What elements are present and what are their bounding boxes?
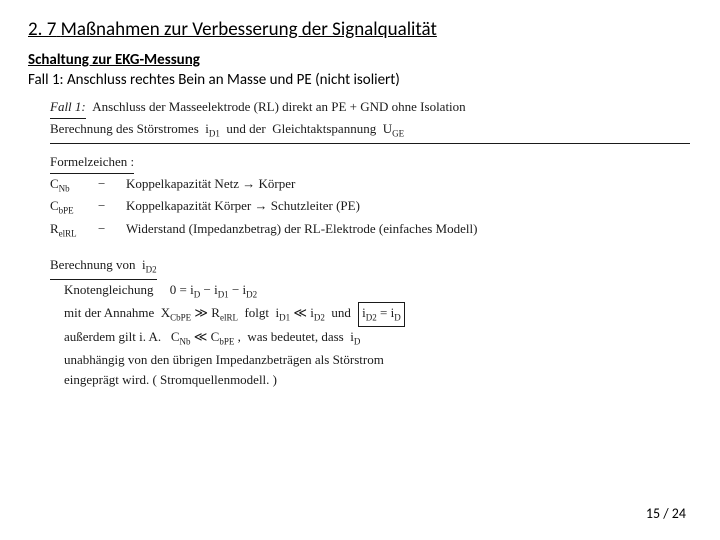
page-total: 24 xyxy=(672,505,686,522)
hw-symbol-header: Formelzeichen : xyxy=(28,152,688,174)
hw-node-eq: Knotengleichung 0 = iD − iD1 − iD2 xyxy=(28,280,688,303)
hw-case-line: Fall 1: Fall 1: Anschluss der Masseelekt… xyxy=(28,97,688,119)
section-title-text: Maßnahmen zur Verbesserung der Signalqua… xyxy=(61,18,437,41)
subtitle: Schaltung zur EKG-Messung xyxy=(28,51,692,69)
boxed-equation: iD2 = iD xyxy=(358,302,405,327)
page-sep: / xyxy=(660,505,672,522)
page-current: 15 xyxy=(646,505,660,522)
hw-also: außerdem gilt i. A. CNb ≪ CbPE , was bed… xyxy=(28,327,688,350)
hw-symbol-1: CNb − Koppelkapazität Netz → Körper xyxy=(28,174,688,197)
hw-symbol-3: RelRL − Widerstand (Impedanzbetrag) der … xyxy=(28,219,688,242)
section-title: 2. 7 Maßnahmen zur Verbesserung der Sign… xyxy=(28,18,692,41)
section-number: 2. 7 xyxy=(28,18,56,41)
hw-symbol-2: CbPE − Koppelkapazität Körper → Schutzle… xyxy=(28,196,688,219)
hw-last: eingeprägt wird. ( Stromquellenmodell. ) xyxy=(28,370,688,390)
hw-calc-line: Berechnung des Störstromes iD1 und der G… xyxy=(28,119,688,144)
page-number: 15 / 24 xyxy=(646,505,686,522)
hw-independent: unabhängig von den übrigen Impedanzbeträ… xyxy=(28,350,688,370)
handwritten-notes: Fall 1: Fall 1: Anschluss der Masseelekt… xyxy=(28,97,688,390)
case-line: Fall 1: Anschluss rechtes Bein an Masse … xyxy=(28,71,692,89)
hw-berech-header: Berechnung von iD2 xyxy=(28,255,688,280)
hw-assumption: mit der Annahme XCbPE ≫ RelRL folgt iD1 … xyxy=(28,302,688,327)
